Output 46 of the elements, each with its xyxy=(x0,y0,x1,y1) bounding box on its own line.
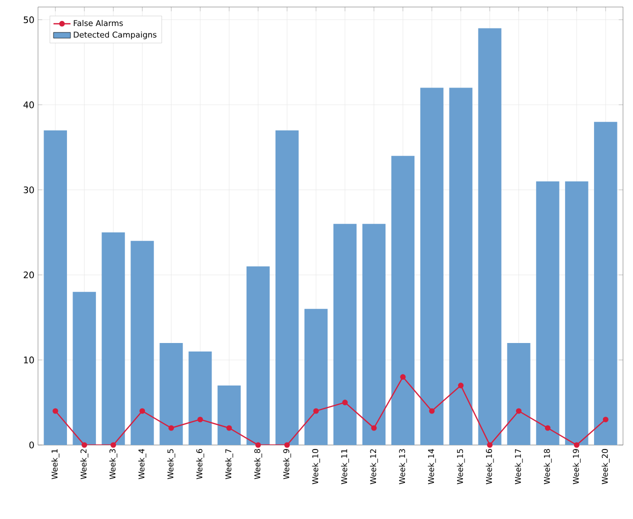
bar xyxy=(160,342,183,445)
point xyxy=(400,374,406,380)
y-tick-label: 0 xyxy=(29,442,34,448)
point xyxy=(429,408,435,414)
point xyxy=(516,408,522,414)
bar xyxy=(72,292,96,445)
bar xyxy=(304,308,328,445)
y-tick-label: 50 xyxy=(24,16,34,24)
bar xyxy=(362,224,386,445)
bar xyxy=(246,266,270,445)
y-tick-label: 10 xyxy=(24,356,34,364)
point xyxy=(284,442,290,448)
point xyxy=(602,416,608,422)
point xyxy=(52,408,58,414)
point xyxy=(255,442,261,448)
point xyxy=(197,416,203,422)
point xyxy=(487,442,493,448)
bar xyxy=(449,88,472,445)
y-tick-label: 30 xyxy=(24,186,34,194)
point xyxy=(458,382,464,388)
bar xyxy=(44,130,67,445)
bar xyxy=(333,224,357,445)
point xyxy=(168,425,174,431)
point xyxy=(110,442,116,448)
y-tick-label: 40 xyxy=(24,101,34,108)
point xyxy=(574,442,580,448)
bar xyxy=(391,156,414,445)
point xyxy=(139,408,146,414)
y-tick-label: 20 xyxy=(24,272,34,278)
bar xyxy=(507,342,530,445)
bar xyxy=(218,385,241,445)
point xyxy=(342,400,348,406)
bar xyxy=(188,351,212,445)
point xyxy=(544,425,550,431)
point xyxy=(82,442,88,448)
point xyxy=(313,408,319,414)
point xyxy=(226,425,232,431)
bar xyxy=(594,122,618,445)
bar xyxy=(275,130,299,445)
bar xyxy=(420,88,444,445)
point xyxy=(371,425,377,431)
bar xyxy=(536,181,560,445)
bar xyxy=(478,28,502,445)
bar xyxy=(565,181,588,445)
bar xyxy=(102,232,125,445)
bar xyxy=(130,240,154,445)
